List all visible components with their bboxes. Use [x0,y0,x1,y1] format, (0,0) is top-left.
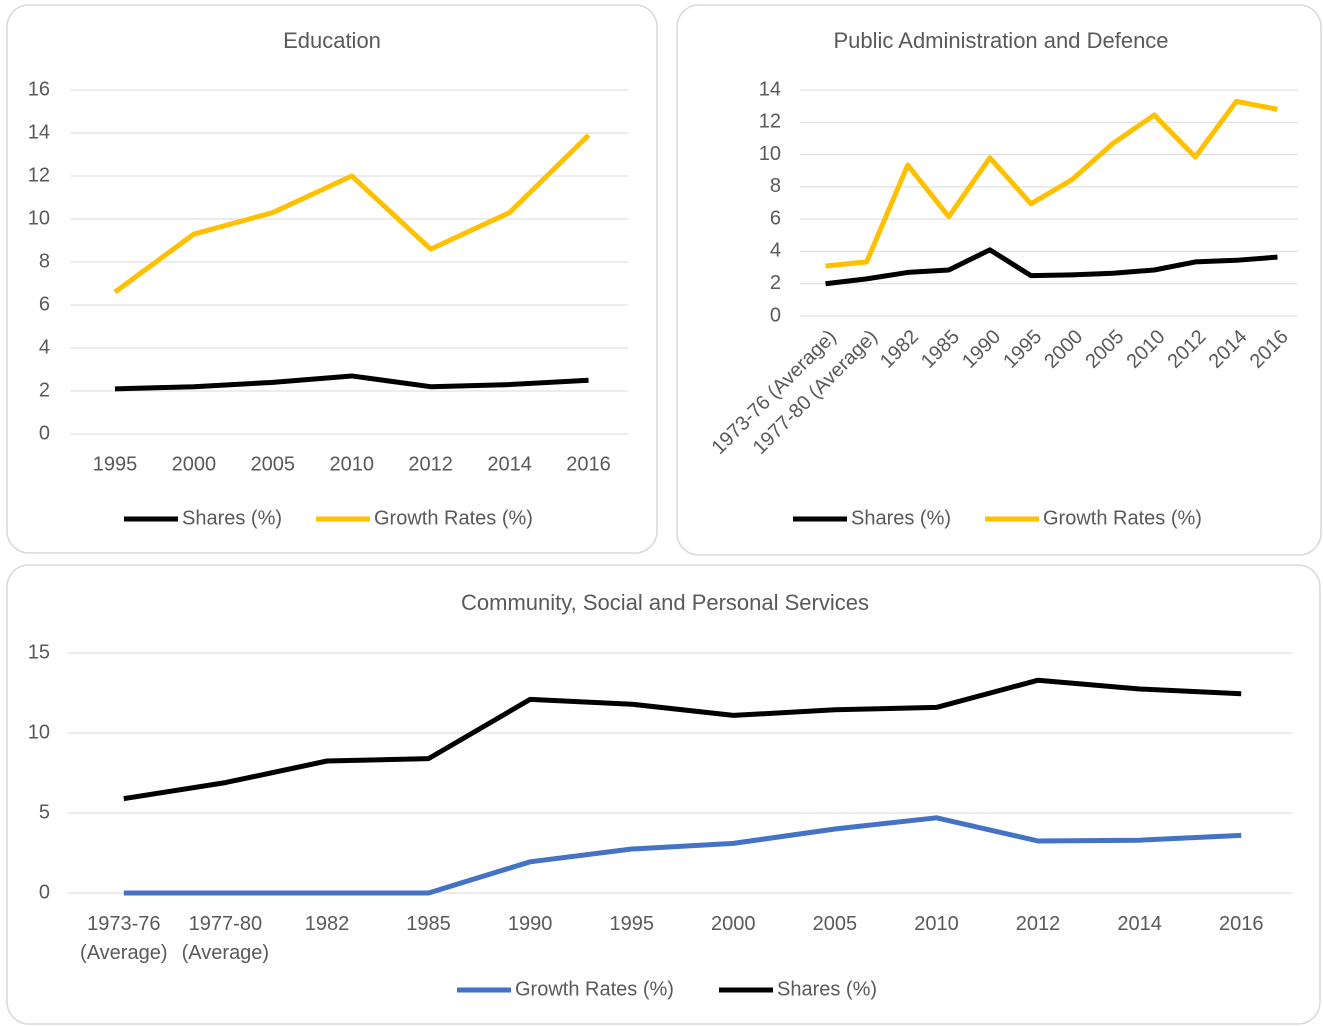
x-tick-label: 2000 [172,453,217,475]
chart-title: Public Administration and Defence [833,28,1168,53]
x-tick-label: 2000 [711,913,756,935]
x-tick-label: 1995 [609,913,654,935]
x-tick-label: 1973-76 (Average) [80,913,168,964]
y-tick-label: 6 [39,293,50,315]
x-tick-label: 1977-80 (Average) [181,913,270,964]
series-line [123,677,1242,802]
y-tick-label: 16 [28,78,50,100]
panel [676,4,1322,556]
y-tick-label: 8 [770,175,781,197]
y-tick-label: 5 [39,801,50,823]
y-tick-label: 2 [770,272,781,294]
x-tick-label: 2016 [566,453,611,475]
x-tick-label: 2014 [487,453,532,475]
x-tick-label: 2005 [251,453,296,475]
series-line [123,815,1242,896]
y-tick-label: 8 [39,250,50,272]
legend-label: Shares (%) [777,978,877,1000]
legend-label: Growth Rates (%) [515,978,674,1000]
y-tick-label: 4 [39,336,50,358]
x-tick-label: 1990 [507,913,553,935]
y-tick-label: 4 [770,240,781,262]
y-tick-label: 14 [28,121,50,143]
x-tick-label: 1982 [304,913,350,935]
x-tick-label: 2010 [914,913,959,935]
x-tick-label: 2005 [812,913,858,935]
y-tick-label: 10 [759,143,781,165]
legend-label: Growth Rates (%) [374,507,533,529]
chart-title: Education [283,28,381,53]
y-tick-label: 12 [759,111,781,133]
y-tick-label: 10 [28,721,50,743]
y-tick-label: 6 [770,207,781,229]
panel [6,564,1321,1025]
series-line [114,373,589,392]
legend-label: Shares (%) [182,507,282,529]
y-tick-label: 0 [39,881,50,903]
x-tick-label: 2016 [1218,913,1264,935]
y-tick-label: 12 [28,164,50,186]
y-tick-label: 10 [28,207,50,229]
x-tick-label: 2012 [408,453,453,475]
x-tick-label: 1995 [93,453,138,475]
y-tick-label: 0 [770,304,781,326]
y-tick-label: 2 [39,379,50,401]
y-tick-label: 14 [759,78,781,100]
y-tick-label: 0 [39,422,50,444]
chart-title: Community, Social and Personal Services [461,590,869,615]
series-line [113,133,591,295]
x-tick-label: 1985 [406,913,451,935]
legend-label: Shares (%) [851,507,951,529]
x-tick-label: 2012 [1015,913,1061,935]
x-tick-label: 2010 [330,453,375,475]
panel [6,4,658,554]
legend-label: Growth Rates (%) [1043,507,1202,529]
x-tick-label: 2014 [1117,913,1162,935]
series-line [825,247,1278,287]
series-line [825,98,1278,269]
y-tick-label: 15 [28,641,50,663]
